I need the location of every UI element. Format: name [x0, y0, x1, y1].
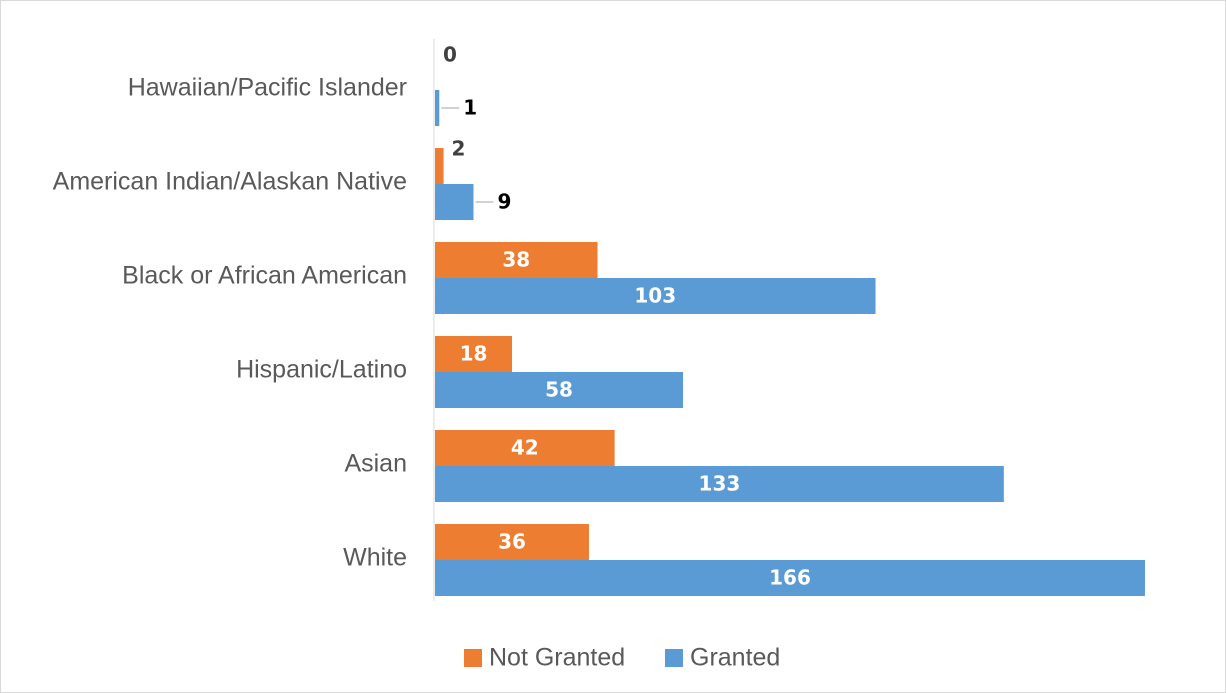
- data-label: 1: [463, 96, 477, 120]
- legend-label: Not Granted: [489, 644, 625, 672]
- data-label: 36: [498, 530, 526, 554]
- data-label: 2: [452, 137, 466, 161]
- bar-not-granted: [435, 242, 598, 278]
- data-label: 133: [699, 472, 741, 496]
- bar-not-granted: [435, 430, 615, 466]
- category-label: Hawaiian/Pacific Islander: [128, 74, 407, 102]
- bar-not-granted: [435, 336, 512, 372]
- category-label: Black or African American: [122, 262, 407, 290]
- data-label: 103: [634, 284, 676, 308]
- bar-granted: [435, 560, 1145, 596]
- category-label: White: [343, 544, 407, 572]
- data-label: 9: [497, 190, 511, 214]
- category-label: Hispanic/Latino: [236, 356, 407, 384]
- data-label: 42: [511, 436, 539, 460]
- bar-not-granted: [435, 148, 444, 184]
- data-label: 58: [545, 378, 573, 402]
- data-label: 38: [502, 248, 530, 272]
- bar-not-granted: [435, 524, 589, 560]
- bar-granted: [435, 184, 474, 220]
- bar-granted: [435, 278, 876, 314]
- category-label: American Indian/Alaskan Native: [53, 168, 407, 196]
- category-label: Asian: [344, 450, 407, 478]
- bar-granted: [435, 466, 1004, 502]
- legend-swatch-not-granted: [464, 649, 482, 667]
- data-label: 18: [460, 342, 488, 366]
- bar-granted: [435, 372, 684, 408]
- data-label: 0: [443, 43, 457, 67]
- bar-granted: [435, 90, 440, 126]
- legend-label: Granted: [690, 644, 780, 672]
- data-label: 166: [769, 566, 811, 590]
- legend-swatch-granted: [665, 649, 683, 667]
